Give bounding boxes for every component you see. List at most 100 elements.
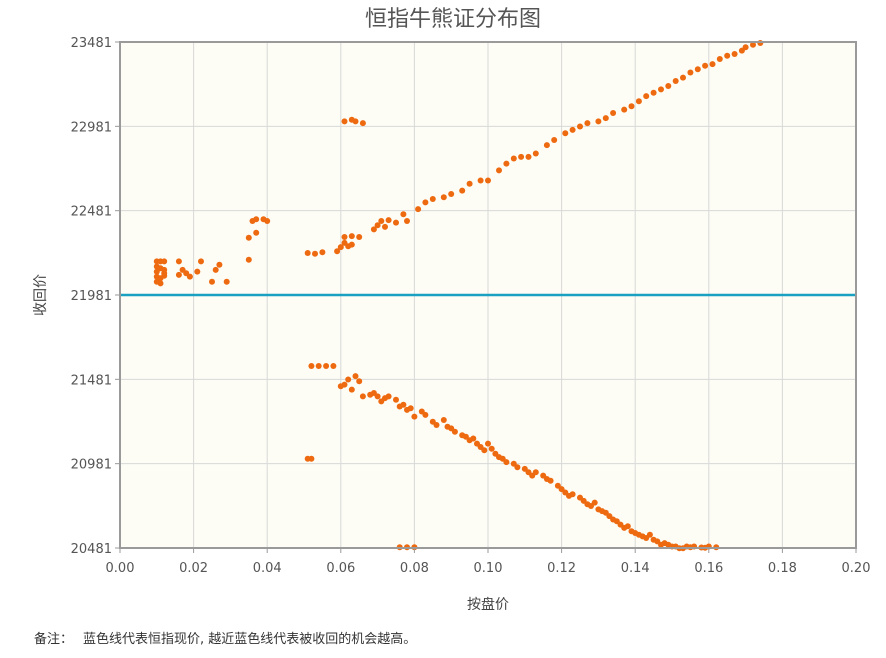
x-tick-label: 0.08 [400, 561, 429, 576]
data-point [253, 216, 260, 223]
x-tick-label: 0.12 [547, 561, 576, 576]
data-point [481, 447, 488, 454]
data-point [374, 393, 381, 400]
data-point [485, 177, 491, 184]
data-point [407, 405, 414, 412]
data-point [610, 110, 617, 116]
data-point [532, 469, 539, 476]
data-point [724, 52, 731, 59]
data-point [422, 199, 429, 206]
data-point [337, 244, 344, 251]
y-tick-label: 23481 [71, 36, 112, 51]
data-point [393, 219, 399, 226]
data-point [595, 118, 602, 125]
data-point [400, 401, 407, 408]
data-point [422, 411, 429, 418]
data-point [569, 126, 576, 133]
scatter-chart: 恒指牛熊证分布图 0.00 0.02 0.04 0.06 0.08 0.10 0.12 0.1… [33, 7, 871, 613]
data-point [352, 373, 359, 380]
data-point [451, 428, 458, 435]
data-point [308, 363, 315, 369]
data-point [591, 499, 598, 506]
data-point [209, 278, 215, 285]
data-point [341, 118, 348, 125]
data-point [702, 62, 709, 69]
data-point [385, 217, 392, 224]
data-point [348, 233, 355, 240]
data-point [584, 120, 591, 127]
data-point [665, 83, 672, 89]
data-point [352, 118, 359, 125]
data-point [709, 61, 716, 68]
data-point [348, 386, 355, 393]
data-point [308, 455, 315, 462]
data-point [374, 222, 381, 229]
data-point [518, 153, 525, 160]
data-point [680, 74, 686, 81]
data-point [672, 78, 679, 84]
y-tick-label: 20981 [71, 458, 112, 473]
data-point [194, 268, 201, 275]
data-point [153, 268, 160, 275]
data-point [253, 229, 260, 236]
y-tick-label: 22481 [71, 205, 112, 220]
data-point [477, 177, 484, 184]
x-axis-ticks: 0.00 0.02 0.04 0.06 0.08 0.10 0.12 0.14 0.16 0.18… [106, 548, 871, 576]
data-point [400, 211, 407, 218]
data-point [488, 445, 495, 452]
data-point [341, 381, 348, 388]
data-point [382, 223, 388, 230]
data-point [440, 194, 447, 201]
note-label: 备注： [34, 632, 74, 647]
data-point [157, 280, 164, 287]
data-point [264, 218, 271, 224]
data-point [359, 120, 366, 127]
data-point [161, 258, 168, 265]
data-point [216, 261, 223, 268]
y-tick-label: 22981 [71, 120, 112, 135]
data-point [175, 271, 182, 278]
x-tick-label: 0.04 [253, 561, 282, 576]
chart-note: 备注： 蓝色线代表恒指现价, 越近蓝色线代表被收回的机会越高。 [34, 628, 416, 647]
y-tick-label: 21481 [71, 373, 112, 388]
x-tick-label: 0.10 [474, 561, 503, 576]
data-point [245, 256, 252, 263]
data-point [440, 417, 447, 423]
data-point [356, 234, 363, 240]
data-point [731, 51, 738, 57]
data-point [385, 393, 392, 400]
data-point [359, 393, 366, 400]
data-point [429, 196, 436, 202]
data-point [319, 249, 326, 256]
data-point [547, 477, 554, 484]
data-point [223, 278, 230, 285]
data-point [621, 106, 628, 113]
data-point [212, 266, 219, 273]
data-point [551, 137, 558, 143]
data-point [602, 115, 609, 122]
data-point [415, 206, 422, 213]
y-tick-label: 20481 [71, 542, 112, 557]
data-point [345, 376, 352, 383]
data-point [687, 69, 694, 76]
data-point [624, 523, 631, 530]
data-point [716, 56, 723, 62]
data-point [330, 363, 337, 369]
data-point [175, 258, 182, 265]
data-point [404, 218, 410, 224]
data-point [742, 44, 749, 51]
x-tick-label: 0.20 [842, 561, 871, 576]
data-point [186, 273, 193, 280]
data-point [635, 98, 642, 105]
x-tick-label: 0.02 [179, 561, 208, 576]
data-point [323, 363, 330, 369]
data-point [643, 93, 650, 100]
data-point [356, 378, 363, 385]
data-point [514, 464, 521, 471]
x-axis-label: 按盘价 [467, 596, 509, 613]
note-text: 蓝色线代表恒指现价, 越近蓝色线代表被收回的机会越高。 [83, 632, 417, 647]
data-point [646, 531, 653, 538]
data-point [543, 142, 550, 149]
data-point [485, 440, 491, 447]
data-point [433, 422, 440, 428]
